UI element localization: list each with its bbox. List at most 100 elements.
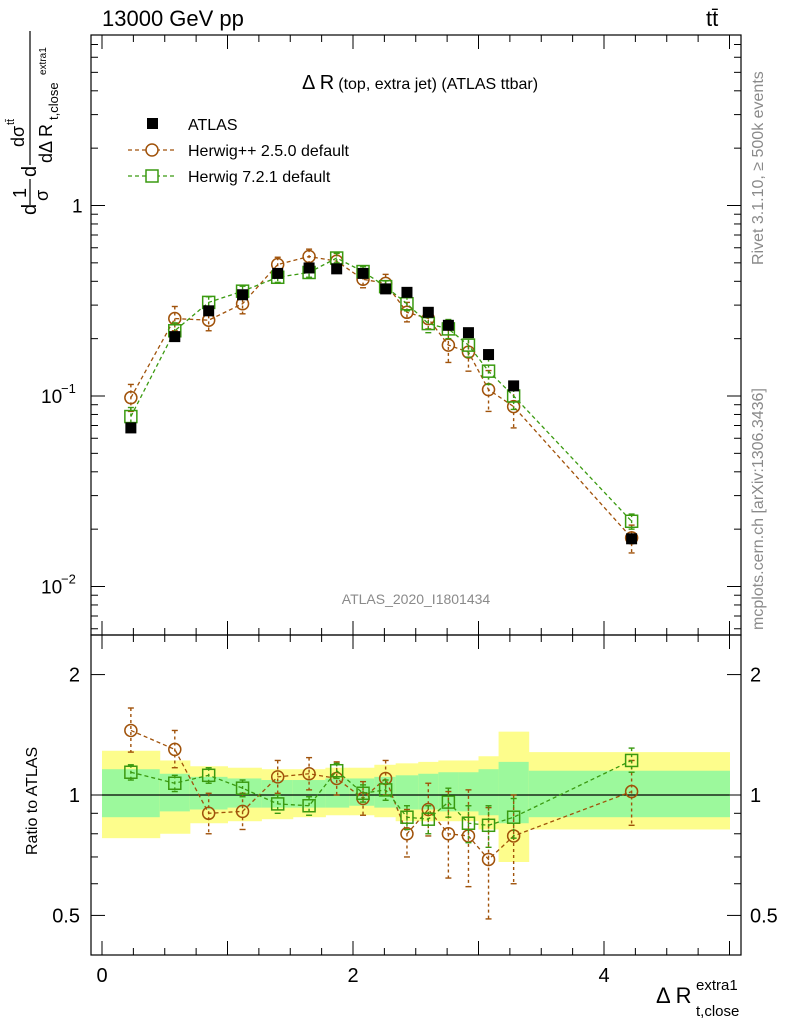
herwig7-ratio-point bbox=[235, 781, 250, 795]
herwig7-ratio-point bbox=[378, 783, 393, 797]
final-state-label: tt̄ bbox=[706, 6, 718, 31]
legend-herwig7-marker bbox=[145, 169, 159, 183]
herwigpp-point bbox=[400, 305, 414, 320]
herwigpp-ratio-point bbox=[624, 784, 639, 799]
herwigpp-ratio-point bbox=[201, 806, 216, 821]
plot-title: Δ R (top, extra jet) (ATLAS ttbar) bbox=[302, 72, 538, 94]
ratio-y-tick-label-left: 2 bbox=[69, 665, 80, 687]
atlas-point bbox=[442, 319, 454, 331]
herwig7-ratio-point bbox=[124, 765, 138, 779]
herwig7-ratio-point bbox=[168, 776, 182, 790]
herwigpp-ratio-point bbox=[421, 802, 436, 817]
atlas-point bbox=[422, 306, 434, 318]
herwigpp-ratio-point bbox=[481, 852, 496, 867]
herwig7-ratio-point bbox=[624, 753, 639, 768]
legend-atlas-marker bbox=[147, 118, 158, 129]
band-inner-bin bbox=[528, 770, 730, 818]
title-main: Δ R bbox=[302, 72, 334, 94]
atlas-point bbox=[462, 327, 474, 339]
main-y-axis-label: d 1 σ d dσ tt̄ dΔ R t,close extra1 bbox=[5, 31, 61, 215]
herwigpp-line bbox=[130, 255, 633, 539]
herwig7-ratio-point bbox=[270, 797, 285, 811]
y-tick-label: 10 bbox=[41, 578, 62, 599]
legend-herwig7-label: Herwig 7.2.1 default bbox=[188, 169, 331, 186]
main-series bbox=[124, 248, 639, 554]
herwig7-ratio-point bbox=[356, 786, 370, 801]
main-y-ticks: 110−110−2 bbox=[41, 35, 741, 635]
herwig7-point bbox=[481, 364, 496, 378]
svg-text:dσ: dσ bbox=[8, 126, 28, 147]
atlas-point bbox=[331, 263, 343, 275]
ratio-y-tick-label-left: 0.5 bbox=[52, 905, 80, 927]
ratio-y-tick-label-right: 0.5 bbox=[750, 905, 778, 927]
herwig7-line bbox=[130, 257, 633, 522]
x-axis-label-sub: t,close bbox=[696, 1003, 739, 1020]
herwig7-ratio-point bbox=[400, 810, 414, 824]
herwig7-ratio-point bbox=[506, 810, 521, 824]
legend-herwigpp-marker bbox=[145, 143, 159, 157]
herwig7-ratio-point bbox=[302, 798, 316, 813]
svg-text:extra1: extra1 bbox=[38, 47, 49, 75]
x-tick-label: 0 bbox=[96, 965, 107, 987]
svg-text:σ: σ bbox=[32, 190, 52, 201]
herwig7-ratio-point bbox=[461, 816, 476, 830]
svg-text:1: 1 bbox=[10, 188, 30, 198]
legend: ATLAS Herwig++ 2.5.0 default Herwig 7.2.… bbox=[128, 117, 350, 186]
herwigpp-ratio-point bbox=[168, 742, 182, 757]
ratio-y-tick-label-right: 2 bbox=[750, 665, 761, 687]
atlas-point bbox=[357, 267, 369, 279]
herwig7-ratio-point bbox=[329, 763, 344, 778]
svg-text:tt̄: tt̄ bbox=[5, 119, 17, 125]
x-tick-label: 2 bbox=[347, 965, 358, 987]
herwigpp-point bbox=[506, 399, 521, 414]
atlas-point bbox=[380, 283, 392, 295]
atlas-point bbox=[483, 349, 495, 361]
herwig7-ratio-point bbox=[421, 812, 436, 826]
herwigpp-ratio-point bbox=[302, 767, 316, 781]
y-tick-label: 1 bbox=[72, 197, 83, 218]
analysis-watermark: ATLAS_2020_I1801434 bbox=[342, 591, 491, 607]
svg-text:dΔ R: dΔ R bbox=[36, 124, 56, 163]
y-tick-label: 10 bbox=[41, 387, 62, 408]
ratio-y-tick-label-right: 1 bbox=[750, 785, 761, 807]
ratio-y-tick-label-left: 1 bbox=[69, 785, 80, 807]
band-inner-bin bbox=[395, 775, 419, 810]
atlas-point bbox=[237, 289, 249, 301]
svg-text:t,close: t,close bbox=[46, 82, 61, 120]
atlas-point bbox=[626, 533, 638, 545]
band-inner-bin bbox=[102, 769, 161, 818]
legend-herwigpp-label: Herwig++ 2.5.0 default bbox=[188, 143, 350, 160]
herwig7-ratio-point bbox=[481, 818, 496, 833]
herwigpp-ratio-point bbox=[270, 770, 285, 784]
title-sub: (top, extra jet) (ATLAS ttbar) bbox=[338, 76, 538, 93]
atlas-point bbox=[272, 267, 284, 279]
ratio-series bbox=[124, 707, 639, 920]
herwig7-ratio-point bbox=[441, 795, 456, 809]
herwigpp-point bbox=[124, 390, 138, 405]
y-tick-label-exp: −2 bbox=[61, 572, 76, 587]
y-tick-label-exp: −1 bbox=[61, 381, 76, 396]
atlas-point bbox=[303, 262, 315, 274]
rivet-label: Rivet 3.1.10, ≥ 500k events bbox=[750, 71, 767, 265]
herwigpp-ratio-point bbox=[235, 804, 250, 819]
herwigpp-ratio-point bbox=[124, 723, 138, 738]
svg-text:d: d bbox=[19, 204, 41, 215]
atlas-point bbox=[401, 286, 413, 298]
x-axis-label-sup: extra1 bbox=[696, 977, 738, 994]
band-inner-bin bbox=[325, 778, 350, 808]
herwigpp-ratio-point bbox=[400, 827, 414, 841]
band-inner-bin bbox=[159, 773, 191, 812]
svg-text:d: d bbox=[19, 166, 41, 177]
herwigpp-ratio-point bbox=[329, 771, 344, 786]
atlas-point bbox=[203, 305, 215, 317]
legend-atlas-label: ATLAS bbox=[188, 117, 238, 134]
mcplots-label: mcplots.cern.ch [arXiv:1306.3436] bbox=[750, 388, 767, 630]
herwig7-point bbox=[624, 514, 639, 529]
herwigpp-ratio-line bbox=[130, 729, 632, 861]
atlas-point bbox=[125, 422, 137, 434]
herwig7-point bbox=[461, 338, 476, 352]
process-label: 13000 GeV pp bbox=[102, 6, 244, 31]
atlas-point bbox=[508, 380, 520, 392]
ratio-ticks: 0.5 0.5 1 1 2 2 0 2 4 bbox=[52, 635, 778, 987]
